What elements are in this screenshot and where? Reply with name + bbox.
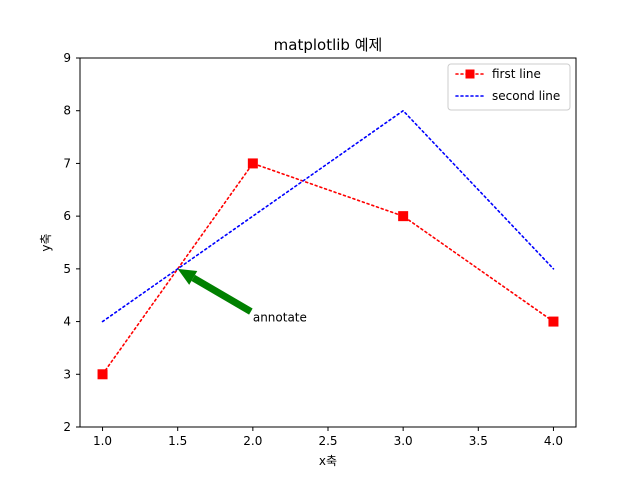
annotation: annotate xyxy=(177,268,307,325)
x-axis: 1.0 1.5 2.0 2.5 3.0 3.5 4.0 xyxy=(93,427,563,448)
data-point-0 xyxy=(97,369,108,380)
data-point-0 xyxy=(398,211,409,222)
y-tick-label: 4 xyxy=(63,315,71,329)
x-tick-label: 3.5 xyxy=(469,434,488,448)
x-tick-label: 4.0 xyxy=(544,434,563,448)
series-line-1 xyxy=(101,109,555,323)
data-point-0 xyxy=(247,158,258,169)
y-tick-label: 2 xyxy=(63,420,71,434)
y-axis-label: y축 xyxy=(39,233,53,251)
legend-label-1: second line xyxy=(492,89,560,103)
x-tick-label: 2.0 xyxy=(243,434,262,448)
y-tick-label: 7 xyxy=(63,156,71,170)
x-tick-label: 2.5 xyxy=(318,434,337,448)
chart-title: matplotlib 예제 xyxy=(274,36,383,54)
y-tick-label: 8 xyxy=(63,104,71,118)
annotation-arrow-shaft xyxy=(191,274,253,315)
legend-label-0: first line xyxy=(492,67,541,81)
x-tick-label: 3.0 xyxy=(394,434,413,448)
x-tick-label: 1.5 xyxy=(168,434,187,448)
legend-box xyxy=(447,63,571,111)
annotation-arrow-head xyxy=(177,268,198,285)
x-axis-label: x축 xyxy=(319,454,337,468)
y-tick-label: 6 xyxy=(63,209,71,223)
y-tick-label: 5 xyxy=(63,262,71,276)
y-axis: 2 3 4 5 6 7 8 9 xyxy=(63,51,80,434)
legend-marker-0 xyxy=(465,69,475,79)
y-tick-label: 9 xyxy=(63,51,71,65)
legend: first line second line xyxy=(447,63,571,111)
y-tick-label: 3 xyxy=(63,367,71,381)
annotation-text: annotate xyxy=(253,311,307,325)
data-point-0 xyxy=(548,316,559,327)
x-tick-label: 1.0 xyxy=(93,434,112,448)
